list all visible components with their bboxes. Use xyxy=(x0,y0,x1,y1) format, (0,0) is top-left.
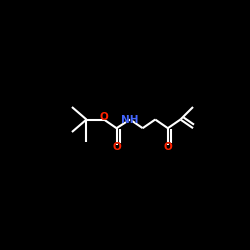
Text: NH: NH xyxy=(120,113,140,126)
Text: O: O xyxy=(99,110,109,123)
Text: O: O xyxy=(164,142,172,152)
Text: O: O xyxy=(112,141,122,154)
Text: NH: NH xyxy=(121,114,139,124)
Text: O: O xyxy=(112,142,121,152)
Text: O: O xyxy=(100,112,108,122)
Text: O: O xyxy=(163,141,173,154)
